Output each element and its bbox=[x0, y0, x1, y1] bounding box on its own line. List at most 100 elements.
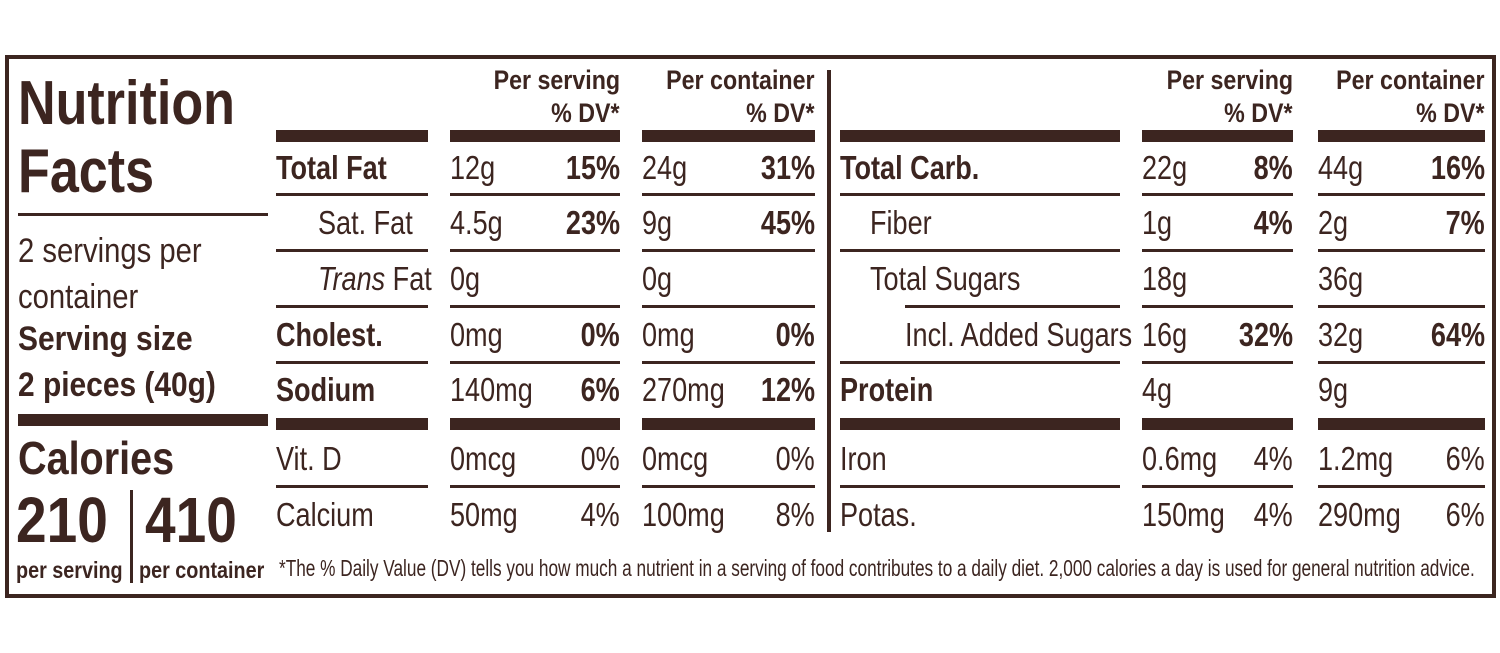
dv-header: % DV* bbox=[1416, 97, 1485, 128]
container-dv: 16% bbox=[1430, 148, 1485, 186]
serving-dv: 15% bbox=[565, 148, 620, 186]
rule bbox=[1142, 248, 1293, 252]
rule bbox=[1318, 192, 1485, 196]
container-amount: 44g bbox=[1318, 148, 1364, 186]
serving-amount: 0mg bbox=[450, 315, 503, 353]
serving-dv: 4% bbox=[580, 495, 620, 533]
serving-amount: 0.6mg bbox=[1142, 439, 1218, 477]
label-frame bbox=[5, 55, 1496, 598]
rule bbox=[450, 304, 620, 308]
rule bbox=[840, 484, 1120, 488]
calories-container: 410 bbox=[145, 484, 237, 556]
thick-rule bbox=[1318, 130, 1485, 142]
container-amount: 9g bbox=[642, 203, 673, 241]
container-amount: 36g bbox=[1318, 259, 1364, 297]
rule bbox=[276, 248, 428, 252]
dv-header: % DV* bbox=[1224, 97, 1293, 128]
nutrient-name: Total Carb. bbox=[840, 148, 980, 186]
rule bbox=[1318, 304, 1485, 308]
serving-amount: 150mg bbox=[1142, 495, 1225, 533]
calories-serving-label: per serving bbox=[16, 557, 123, 583]
rule bbox=[642, 248, 815, 252]
serving-dv: 4% bbox=[1253, 203, 1293, 241]
serving-dv: 4% bbox=[1253, 495, 1293, 533]
serving-amount: 140mg bbox=[450, 370, 533, 408]
nutrient-name: Sodium bbox=[276, 370, 376, 408]
nutrient-name: Total Fat bbox=[276, 148, 387, 186]
rule bbox=[276, 484, 428, 488]
container-amount: 0g bbox=[642, 259, 673, 297]
container-amount: 1.2mg bbox=[1318, 439, 1394, 477]
container-dv: 12% bbox=[760, 370, 815, 408]
thick-rule bbox=[840, 130, 1120, 142]
column-header: Per container bbox=[666, 64, 815, 95]
panel-divider bbox=[827, 70, 831, 532]
thick-rule bbox=[1318, 418, 1485, 430]
thick-rule bbox=[276, 418, 428, 430]
nutrient-name: Iron bbox=[840, 439, 887, 477]
rule bbox=[1318, 484, 1485, 488]
serving-amount: 22g bbox=[1142, 148, 1188, 186]
container-dv: 8% bbox=[775, 495, 815, 533]
nutrient-name: Incl. Added Sugars bbox=[905, 315, 1133, 353]
rule bbox=[1142, 360, 1293, 364]
calories-serving: 210 bbox=[16, 484, 108, 556]
serving-amount: 16g bbox=[1142, 315, 1188, 353]
serving-dv: 0% bbox=[580, 315, 620, 353]
nutrient-name: Fiber bbox=[870, 203, 932, 241]
calories-label: Calories bbox=[18, 432, 175, 484]
container-amount: 24g bbox=[642, 148, 688, 186]
container-amount: 0mcg bbox=[642, 439, 709, 477]
thick-rule bbox=[642, 418, 815, 430]
calories-divider bbox=[130, 490, 133, 583]
serving-amount: 1g bbox=[1142, 203, 1173, 241]
nutrient-name: Trans Fat bbox=[318, 259, 432, 297]
thick-rule bbox=[642, 130, 815, 142]
serving-amount: 0g bbox=[450, 259, 481, 297]
serving-dv: 8% bbox=[1253, 148, 1293, 186]
nutrient-name: Sat. Fat bbox=[318, 203, 413, 241]
thick-rule bbox=[18, 414, 268, 426]
container-dv: 0% bbox=[775, 439, 815, 477]
container-amount: 32g bbox=[1318, 315, 1364, 353]
rule bbox=[18, 213, 268, 216]
container-dv: 6% bbox=[1445, 495, 1485, 533]
nutrient-name: Vit. D bbox=[276, 439, 342, 477]
rule bbox=[276, 304, 428, 308]
container-dv: 7% bbox=[1445, 203, 1485, 241]
serving-dv: 23% bbox=[565, 203, 620, 241]
container-amount: 2g bbox=[1318, 203, 1349, 241]
rule bbox=[840, 360, 1120, 364]
container-dv: 0% bbox=[775, 315, 815, 353]
rule bbox=[276, 192, 428, 196]
rule bbox=[1142, 304, 1293, 308]
container-dv: 6% bbox=[1445, 439, 1485, 477]
serving-size-label: Serving size bbox=[18, 320, 193, 358]
serving-dv: 0% bbox=[580, 439, 620, 477]
dv-header: % DV* bbox=[746, 97, 815, 128]
container-amount: 290mg bbox=[1318, 495, 1401, 533]
footnote: *The % Daily Value (DV) tells you how mu… bbox=[279, 555, 1475, 581]
rule bbox=[1142, 484, 1293, 488]
servings-per-container: 2 servings per container bbox=[18, 232, 202, 316]
rule bbox=[905, 304, 1120, 308]
container-amount: 9g bbox=[1318, 370, 1349, 408]
column-header: Per serving bbox=[1166, 64, 1293, 95]
rule bbox=[642, 304, 815, 308]
nutrient-name: Total Sugars bbox=[870, 259, 1021, 297]
dv-header: % DV* bbox=[551, 97, 620, 128]
rule bbox=[450, 360, 620, 364]
title: Nutrition Facts bbox=[18, 69, 235, 206]
thick-rule bbox=[450, 130, 620, 142]
column-header: Per container bbox=[1336, 64, 1485, 95]
serving-dv: 32% bbox=[1238, 315, 1293, 353]
nutrient-name: Cholest. bbox=[276, 315, 383, 353]
nutrient-name: Potas. bbox=[840, 495, 917, 533]
serving-size: 2 pieces (40g) bbox=[18, 366, 216, 404]
rule bbox=[1142, 192, 1293, 196]
rule bbox=[840, 192, 1120, 196]
nutrient-name: Protein bbox=[840, 370, 934, 408]
rule bbox=[642, 192, 815, 196]
serving-amount: 50mg bbox=[450, 495, 518, 533]
